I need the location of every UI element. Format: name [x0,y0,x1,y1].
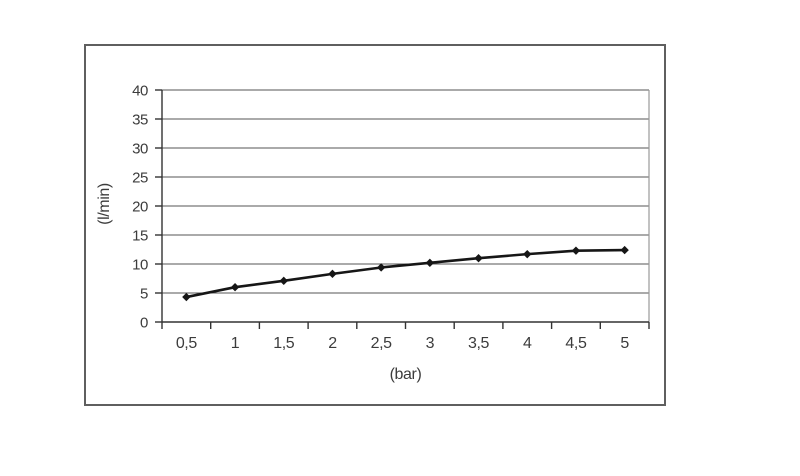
y-tick-label: 5 [140,286,148,303]
y-tick-label: 10 [132,257,148,274]
y-tick-label: 0 [140,315,148,332]
flow-curve [185,248,626,299]
x-tick-label: 2 [328,335,337,352]
x-tick-label: 5 [620,335,629,352]
data-point-marker [376,263,386,272]
x-tick-label: 2,5 [371,335,393,352]
x-tick-label: 0,5 [176,335,198,352]
y-tick-label: 30 [132,141,148,158]
y-tick-label: 15 [132,228,148,245]
flow-rate-line-chart: 0 5 10 15 20 25 30 35 40 0,5 1 1,5 2 2,5 3 3,5 4 4,5 5 [132,83,650,352]
chart-frame: 0 5 10 15 20 25 30 35 40 0,5 1 1,5 2 2,5 3 3,5 4 4,5 5 (l/… [84,44,666,406]
x-tick-label: 4 [523,335,532,352]
x-axis-title: (bar) [389,366,422,383]
y-axis-title: (l/min) [96,183,113,225]
data-point-marker [230,283,240,292]
y-tick-label: 20 [132,199,148,216]
data-point-marker [182,292,191,302]
data-point-marker [425,258,435,268]
data-point-marker [523,249,532,259]
data-point-marker [279,276,288,286]
x-tick-label: 3,5 [468,335,490,352]
x-tick-label: 1,5 [273,335,295,352]
y-tick-label: 35 [132,112,148,129]
x-tick-label: 3 [426,335,435,352]
y-tick-label: 40 [132,83,148,100]
x-tick-label: 4,5 [565,335,587,352]
data-point-marker [474,254,483,263]
x-tick-label: 1 [231,335,240,352]
y-tick-label: 25 [132,170,148,187]
data-point-marker [620,245,629,255]
data-point-marker [328,269,337,279]
data-point-marker [571,246,581,255]
